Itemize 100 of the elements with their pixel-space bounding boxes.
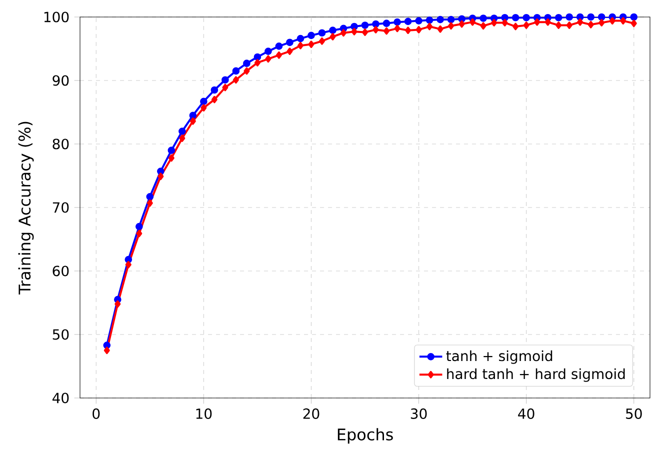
legend-label: hard tanh + hard sigmoid [447,368,625,382]
point [178,128,186,135]
point [276,51,282,59]
point [168,146,176,154]
point [588,20,594,28]
point [104,346,110,354]
point [210,86,218,94]
point [222,84,228,92]
legend-label: tanh + sigmoid [446,350,552,364]
x-tick-label: 10 [196,408,212,419]
point [200,104,207,112]
point [630,13,638,21]
point [566,13,573,21]
point [211,96,218,104]
point [544,18,551,26]
point [135,222,143,230]
point [437,25,444,33]
point [384,27,390,35]
point [556,22,562,29]
point [179,134,186,142]
point [448,22,454,30]
point [576,13,584,21]
point [329,26,336,34]
y-tick-label: 70 [52,202,69,213]
point [523,22,530,29]
point [598,19,605,26]
point [254,59,260,66]
point [372,20,380,28]
point [577,18,584,26]
y-tick-label: 100 [44,12,69,22]
point [232,76,239,84]
point [264,48,272,55]
point [405,26,412,34]
x-tick-label: 0 [92,408,100,419]
y-tick-label: 50 [52,329,69,340]
point [415,17,422,24]
x-tick-label: 20 [303,408,320,419]
point [351,28,358,36]
x-tick-label: 50 [626,408,642,419]
point [426,22,433,30]
point [382,20,390,28]
x-tick-label: 30 [410,408,427,419]
point [114,300,121,308]
point [308,32,315,40]
point [232,67,240,75]
point [426,16,434,24]
point [534,18,540,26]
point [404,18,412,26]
point [458,15,466,23]
point [598,13,606,21]
point [200,98,208,106]
point [125,260,132,268]
point [318,37,325,45]
point [243,60,250,68]
point [124,256,132,264]
point [416,26,422,34]
point [394,24,400,32]
point [103,342,111,349]
point [157,168,164,175]
point [480,22,486,30]
point [340,29,346,37]
point [189,112,197,120]
point [587,13,595,21]
point [350,22,358,30]
point [491,19,498,26]
point [501,14,508,22]
y-tick-label: 40 [52,392,69,404]
point [265,55,272,63]
point [222,76,229,84]
point [286,38,294,46]
point [168,154,174,162]
x-tick-label: 40 [518,408,534,419]
point [318,29,326,37]
point [447,16,455,24]
point [190,117,196,125]
point [158,172,164,180]
point [458,20,465,28]
point [244,67,250,75]
point [394,18,401,26]
point [372,26,379,34]
point [566,22,572,29]
point [362,28,368,36]
point [146,193,154,200]
x-axis-title: Epochs [338,428,393,444]
point [480,14,487,22]
point [502,19,508,26]
point [308,40,314,48]
point [470,18,476,26]
y-axis-title: Training Accuracy (%) [18,122,34,295]
point [286,48,293,55]
point [522,14,530,22]
point [512,14,520,22]
point [361,22,369,29]
point [620,17,626,24]
point [330,33,336,40]
point [297,42,304,50]
y-tick-label: 80 [52,138,69,150]
point [254,53,262,61]
point [296,34,304,42]
y-tick-label: 90 [52,75,69,86]
